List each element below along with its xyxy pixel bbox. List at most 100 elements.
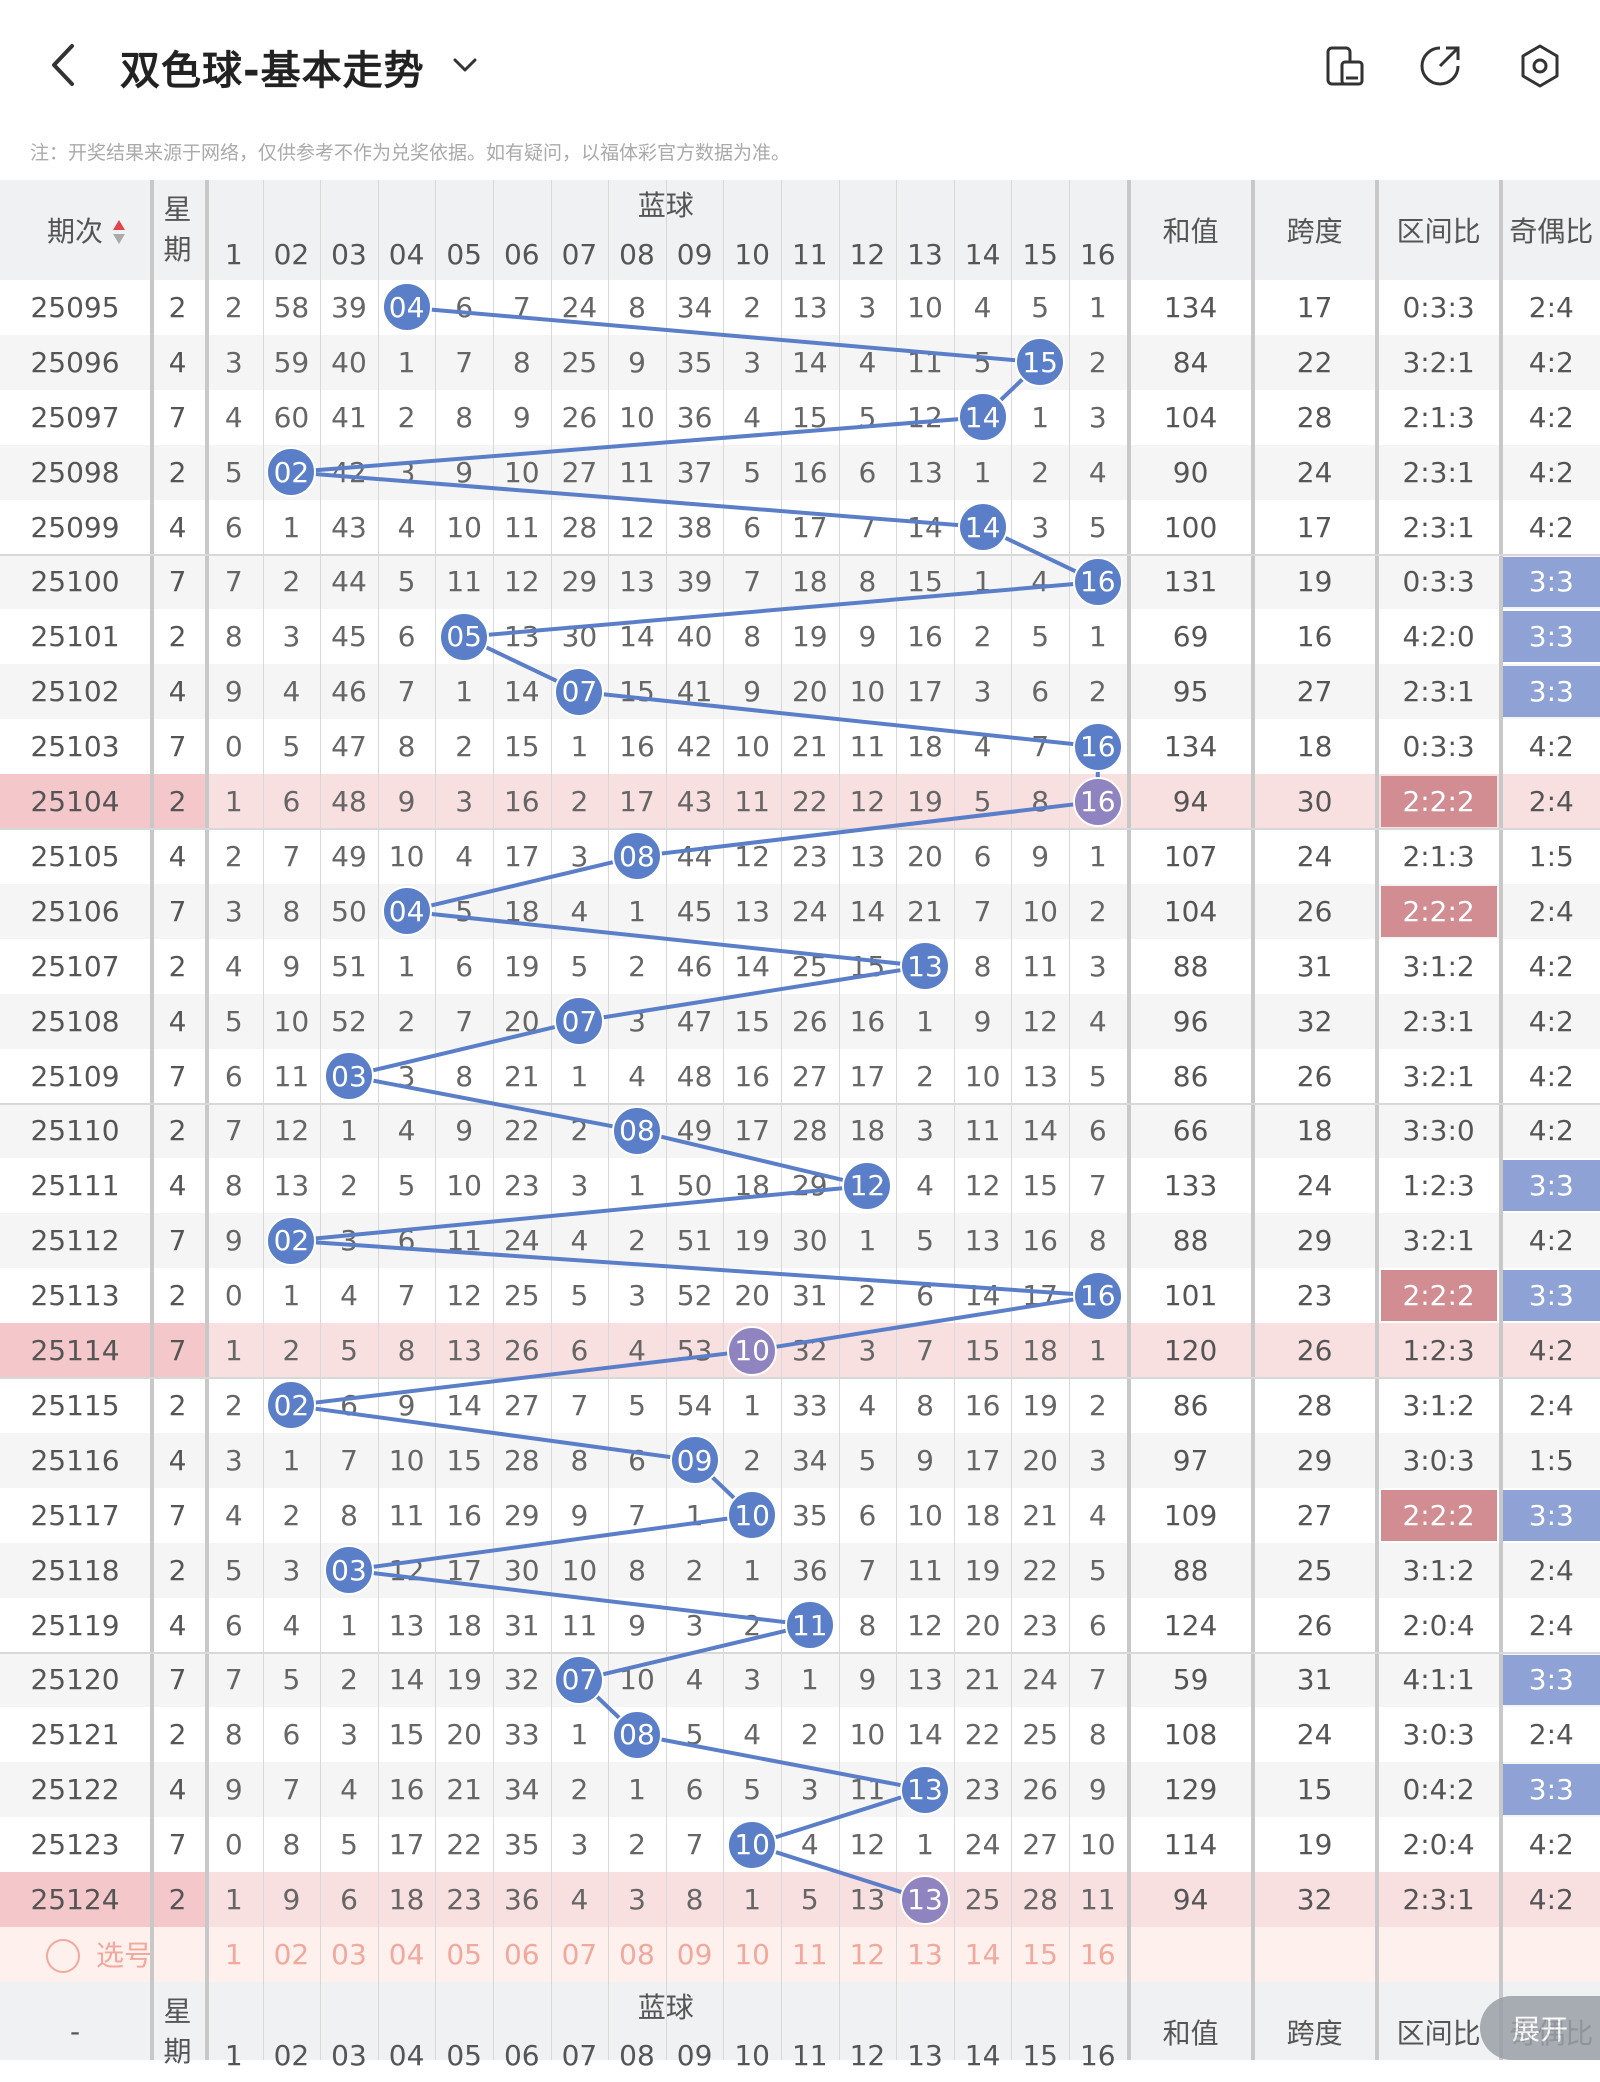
page-title[interactable]: 双色球-基本走势 [120,48,425,94]
odd-even-cell: 4:2 [1528,1004,1574,1038]
zone-ratio-cell: 2:3:1 [1402,675,1475,709]
miss-count-cell: 21 [964,1663,1001,1697]
miss-count-cell: 50 [331,894,367,928]
miss-count-cell: 8 [512,345,531,379]
miss-count-cell: 2 [282,1498,301,1532]
odd-even-cell: 4:2 [1528,510,1574,544]
miss-count-cell: 24 [503,1224,540,1258]
footer-blue-col-header: 13 [907,2039,943,2073]
miss-count-cell: 1 [628,1169,646,1203]
issue-highlight [0,774,205,829]
miss-count-cell: 9 [628,345,646,379]
chevron-down-icon[interactable] [448,48,482,82]
miss-count-cell: 42 [676,730,713,764]
span-cell: 24 [1296,1169,1333,1203]
miss-count-cell: 27 [791,1059,828,1093]
miss-count-cell: 20 [791,675,828,709]
table-row[interactable] [0,1487,1600,1543]
zone-ratio-cell: 0:3:3 [1402,290,1475,324]
miss-count-cell: 1 [224,785,243,819]
blue-col-header: 04 [388,237,425,271]
footer-blue-group-header: 蓝球 [637,1990,694,2024]
rotate-screen-icon[interactable] [1320,42,1368,90]
sum-cell: 131 [1163,565,1218,599]
miss-count-cell: 6 [1088,1608,1107,1642]
odd-even-cell: 4:2 [1528,1059,1574,1093]
share-icon[interactable] [1416,42,1464,90]
miss-count-cell: 33 [503,1718,540,1752]
miss-count-cell: 15 [791,400,828,434]
column-divider [781,180,782,2060]
select-circle-icon[interactable] [46,1939,80,1973]
miss-count-cell: 9 [570,1498,589,1532]
miss-count-cell: 9 [224,1224,243,1258]
expand-button[interactable]: 展开 [1480,1996,1600,2060]
miss-count-cell: 23 [1022,1608,1058,1642]
span-cell: 31 [1296,1663,1333,1697]
miss-count-cell: 12 [849,1828,886,1862]
miss-count-cell: 49 [676,1114,713,1148]
issue-cell: 25108 [30,1004,120,1038]
miss-count-cell: 24 [791,894,828,928]
blue-col-header: 14 [964,237,1001,271]
col-week-char: 星 [163,1994,192,2028]
miss-count-cell: 21 [503,1059,540,1093]
column-divider [262,180,264,2060]
column-divider [608,180,610,2060]
miss-count-cell: 3 [397,455,416,489]
issue-cell: 25114 [30,1334,120,1368]
table-row[interactable] [0,1048,1600,1104]
column-divider [150,180,154,2060]
miss-count-cell: 1 [1088,290,1107,324]
zone-ratio-cell: 0:3:3 [1402,565,1475,599]
select-number-button: 11 [791,1937,828,1971]
sum-cell: 129 [1163,1773,1218,1807]
blue-ball: 16 [1072,721,1123,772]
miss-count-cell: 19 [734,1224,770,1258]
miss-count-cell: 12 [446,1279,482,1313]
issue-cell: 25099 [30,510,120,544]
miss-count-cell: 10 [734,730,770,764]
zone-ratio-cell: 2:0:4 [1402,1828,1475,1862]
miss-count-cell: 6 [224,510,243,544]
column-divider [665,180,667,2060]
miss-count-cell: 11 [849,1773,886,1807]
miss-count-cell: 26 [561,400,598,434]
zone-ratio-cell: 3:0:3 [1402,1443,1475,1477]
miss-count-cell: 40 [676,620,713,654]
back-arrow-icon[interactable] [44,40,84,90]
miss-count-cell: 9 [973,1004,992,1038]
issue-cell: 25095 [30,290,120,324]
group-divider [0,553,1600,556]
blue-ball: 10 [727,1819,778,1870]
blue-col-header: 02 [273,237,310,271]
miss-count-cell: 11 [1079,1883,1116,1917]
miss-count-cell: 2 [628,949,646,983]
miss-count-cell: 13 [964,1224,1001,1258]
settings-icon[interactable] [1516,42,1564,90]
miss-count-cell: 9 [512,400,531,434]
miss-count-cell: 9 [397,1388,416,1422]
span-cell: 24 [1296,1718,1333,1752]
sort-icon[interactable] [112,218,126,246]
select-row[interactable] [0,1927,1600,1982]
col-week-char: 星 [163,193,192,226]
sum-cell: 97 [1172,1443,1209,1477]
miss-count-cell: 4 [340,1279,358,1313]
blue-ball: 07 [554,1654,605,1705]
blue-ball: 13 [900,941,950,992]
week-cell: 7 [168,1334,187,1368]
miss-count-cell: 5 [1088,1553,1107,1587]
miss-count-cell: 11 [446,565,482,599]
table-row[interactable] [0,1432,1600,1488]
week-cell: 2 [168,1279,187,1313]
issue-cell: 25111 [30,1169,120,1203]
miss-count-cell: 46 [676,949,713,983]
issue-cell: 25115 [30,1388,120,1422]
odd-even-cell: 4:2 [1528,1334,1574,1368]
miss-count-cell: 15 [1022,1169,1058,1203]
miss-count-cell: 26 [1022,1773,1058,1807]
miss-count-cell: 9 [282,949,301,983]
span-cell: 31 [1296,949,1333,983]
miss-count-cell: 8 [973,949,992,983]
